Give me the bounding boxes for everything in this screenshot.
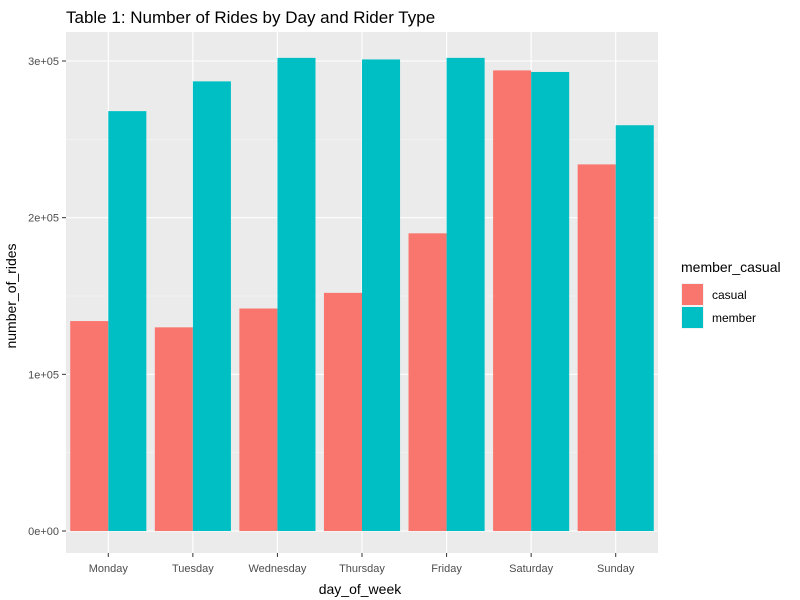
- bar-member-thursday: [362, 59, 401, 531]
- bar-member-sunday: [615, 125, 654, 531]
- x-axis-title: day_of_week: [319, 581, 403, 597]
- y-tick-label: 3e+05: [28, 56, 59, 68]
- x-axis: Monday Tuesday Wednesday Thursday Friday Satu…: [89, 553, 635, 575]
- legend-swatch-casual: [682, 284, 703, 305]
- x-tick-label: Tuesday: [172, 563, 214, 575]
- x-tick-label: Monday: [89, 563, 129, 575]
- legend-swatch-member: [682, 307, 703, 328]
- y-axis: 0e+00 1e+05 2e+05 3e+05: [28, 56, 66, 538]
- legend-label-member: member: [712, 311, 756, 325]
- legend-label-casual: casual: [712, 288, 747, 302]
- bar-casual-wednesday: [239, 308, 278, 531]
- bar-casual-tuesday: [154, 327, 193, 531]
- bar-casual-thursday: [323, 292, 362, 531]
- bar-casual-friday: [408, 233, 447, 532]
- bar-casual-sunday: [577, 164, 616, 531]
- chart-title: Table 1: Number of Rides by Day and Ride…: [66, 8, 435, 27]
- bar-member-tuesday: [192, 81, 231, 531]
- bar-member-saturday: [531, 71, 570, 531]
- legend-title: member_casual: [681, 259, 781, 275]
- bar-member-monday: [108, 111, 147, 531]
- bar-member-friday: [446, 57, 485, 531]
- legend: member_casual casual member: [681, 259, 781, 329]
- bar-member-wednesday: [277, 57, 316, 531]
- y-axis-title: number_of_rides: [3, 243, 19, 348]
- x-tick-label: Sunday: [597, 563, 635, 575]
- y-tick-label: 0e+00: [28, 526, 59, 538]
- x-tick-label: Wednesday: [248, 563, 306, 575]
- y-tick-label: 1e+05: [28, 369, 59, 381]
- x-tick-label: Saturday: [509, 563, 554, 575]
- bar-casual-monday: [70, 321, 109, 531]
- bars: [70, 57, 654, 532]
- bar-casual-saturday: [493, 70, 532, 532]
- x-tick-label: Friday: [431, 563, 462, 575]
- y-tick-label: 2e+05: [28, 213, 59, 225]
- x-tick-label: Thursday: [339, 563, 385, 575]
